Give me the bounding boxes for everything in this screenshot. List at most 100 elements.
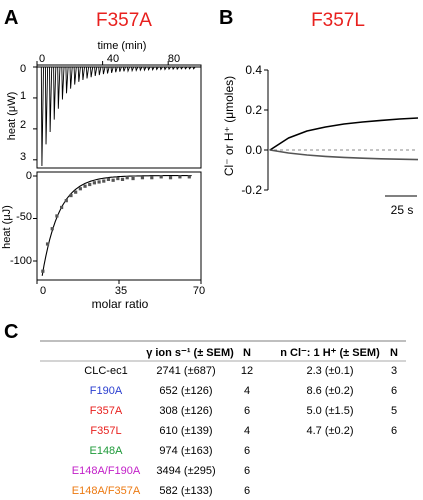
row-name: E148A (89, 445, 123, 457)
injection-peak (77, 66, 81, 82)
isotherm-ytick-m50: -50 (16, 211, 32, 223)
flux-scalebar-label: 25 s (391, 203, 414, 217)
row-ratio: 4.7 (±0.2) (306, 425, 353, 437)
row-n2: 5 (391, 405, 397, 417)
table-row: F357A 308 (±126) 6 5.0 (±1.5) 5 (90, 405, 397, 417)
isotherm-fit-curve (41, 175, 192, 276)
injection-peak (114, 66, 118, 73)
row-name: E148A/F357A (72, 485, 141, 497)
binding-isotherm: 0 -50 -100 heat (μJ) 0 35 70 molar ratio (1, 170, 205, 311)
header-n1: N (243, 347, 251, 359)
injection-peak (69, 66, 73, 89)
isotherm-point (159, 175, 163, 179)
injection-peak (61, 66, 65, 100)
flux-ytick-label-02: 0.2 (245, 103, 262, 117)
row-rate: 2741 (±687) (156, 365, 215, 377)
isotherm-point (131, 176, 135, 181)
injection-peak (167, 66, 171, 71)
isotherm-point (178, 175, 182, 179)
isotherm-point (64, 199, 68, 203)
panel-b-title: F357L (311, 10, 365, 31)
row-rate: 308 (±126) (159, 405, 212, 417)
injection-peak (49, 66, 53, 132)
injection-peak (65, 66, 69, 94)
row-n1: 6 (244, 485, 250, 497)
isotherm-marks (41, 175, 192, 276)
flux-traces (269, 117, 419, 161)
isotherm-xtick-70: 70 (193, 285, 205, 297)
injection-peak (155, 66, 159, 71)
isotherm-point (60, 205, 64, 210)
table-row: E148A/F190A 3494 (±295) 6 (72, 465, 250, 477)
isotherm-point (50, 227, 54, 231)
injection-peak (159, 66, 163, 71)
injection-peak (151, 66, 155, 72)
isotherm-ticks (33, 175, 202, 284)
isotherm-point (140, 176, 145, 180)
injection-peak (40, 66, 44, 167)
isotherm-point (45, 242, 50, 246)
isotherm-ytick-0: 0 (26, 170, 32, 182)
injection-peak (184, 66, 188, 70)
injection-peak (176, 66, 180, 71)
injection-peak (118, 66, 122, 72)
injection-peak (94, 66, 98, 77)
isotherm-point (97, 180, 101, 184)
isotherm-point (55, 214, 59, 218)
flux-trace-2 (269, 149, 419, 161)
injection-peak (188, 66, 192, 70)
table-row: CLC-ec1 2741 (±687) 12 2.3 (±0.1) 3 (84, 365, 397, 377)
injection-peak (98, 66, 102, 76)
thermogram-ticks (33, 61, 169, 161)
isotherm-xlabel: molar ratio (92, 297, 149, 311)
row-ratio: 2.3 (±0.1) (306, 365, 353, 377)
isotherm-point (88, 182, 92, 187)
row-n1: 6 (244, 445, 250, 457)
table-row: E148A 974 (±163) 6 (89, 445, 250, 457)
isotherm-point (120, 177, 125, 181)
row-rate: 652 (±126) (159, 385, 212, 397)
isotherm-point (106, 177, 111, 181)
table-row: E148A/F357A 582 (±133) 6 (72, 485, 250, 497)
thermogram-ytick-1: 1 (20, 90, 26, 102)
isotherm-xtick-0: 0 (40, 285, 46, 297)
row-n1: 12 (241, 365, 253, 377)
row-n1: 4 (244, 425, 250, 437)
flux-ytick-label-m02: -0.2 (241, 183, 262, 197)
injection-peak (85, 66, 90, 79)
flux-ytick-label-00: 0.0 (245, 143, 262, 157)
injection-peak (81, 66, 85, 81)
row-rate: 582 (±133) (159, 485, 212, 497)
isotherm-point (102, 179, 106, 183)
injection-peak (73, 66, 77, 85)
row-n2: 3 (391, 365, 397, 377)
isotherm-point (150, 176, 154, 180)
results-table: γ ion s⁻¹ (± SEM) N n Cl⁻: 1 H⁺ (± SEM) … (40, 340, 406, 497)
isotherm-point (111, 178, 115, 182)
flux-ylabel: Cl⁻ or H⁺ (μmoles) (222, 76, 236, 176)
thermogram-ylabel: heat (μW) (6, 92, 18, 141)
row-n2: 6 (391, 425, 397, 437)
injection-peak (53, 66, 57, 120)
flux-chart: Cl⁻ or H⁺ (μmoles) 0.4 0.2 0.0 -0.2 25 s (222, 63, 419, 217)
injection-peak (139, 66, 143, 72)
injection-peak (44, 66, 49, 145)
injection-peak (147, 66, 151, 72)
thermogram-ytick-3: 3 (20, 151, 26, 163)
header-rate: γ ion s⁻¹ (± SEM) (146, 347, 234, 359)
isotherm-point (116, 176, 120, 181)
thermogram-ytick-0: 0 (20, 63, 26, 75)
panel-c-letter: C (4, 321, 18, 343)
row-rate: 974 (±163) (159, 445, 212, 457)
injection-peak (180, 66, 184, 70)
header-n2: N (390, 347, 398, 359)
isotherm-point (168, 176, 173, 180)
injection-peak (90, 66, 94, 78)
injection-peak (172, 66, 176, 71)
panel-a-letter: A (4, 7, 18, 29)
itc-thermogram: time (min) 0 40 80 0 1 2 3 heat (μW) (6, 40, 202, 169)
injection-peak (106, 66, 110, 74)
row-name: CLC-ec1 (84, 365, 127, 377)
injection-peak (122, 66, 126, 72)
